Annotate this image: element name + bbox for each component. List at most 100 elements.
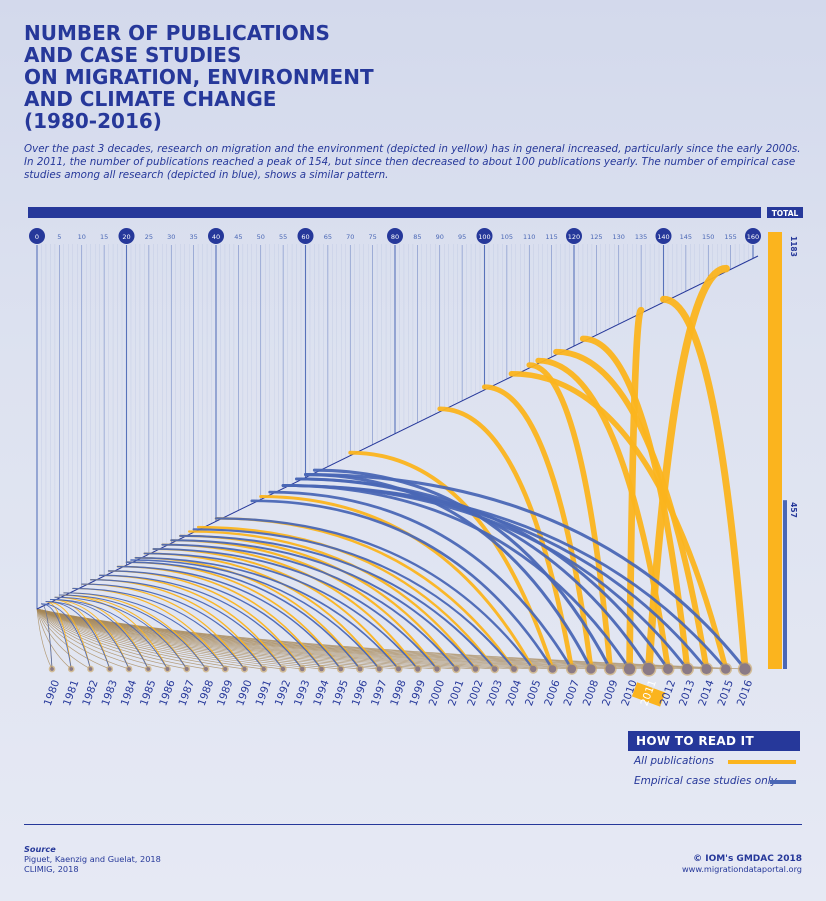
- scale-ticks: 0 5 10 15 20 25 30 35 40 45 50 55 60 65 70 75 80 85 90 95 10…: [29, 228, 761, 244]
- year-dot: [548, 665, 557, 673]
- credit: © IOM's GMDAC 2018 www.migrationdataport…: [682, 854, 802, 874]
- case-study-arc: [143, 552, 419, 670]
- case-study-arc: [170, 539, 477, 670]
- source: Source Piguet, Kaenzig and Guelat, 2018 …: [24, 844, 161, 874]
- case-study-arc: [161, 543, 458, 670]
- subtitle: Over the past 3 decades, research on mig…: [24, 143, 801, 181]
- year-dot: [127, 667, 131, 671]
- publication-arc: [437, 406, 575, 672]
- year-label: 1989: [215, 678, 235, 707]
- origin-link: [36, 608, 91, 670]
- scale-tick-badge: [387, 228, 403, 244]
- scale-tick-label: 85: [413, 233, 421, 241]
- total-panel: TOTAL 1183 457: [767, 207, 803, 669]
- year-dot: [223, 666, 228, 672]
- case-study-arc: [107, 570, 323, 670]
- case-study-arc: [192, 528, 516, 671]
- year-label: 1983: [100, 678, 120, 707]
- scale-tick-label: 95: [458, 233, 466, 241]
- year-dot: [605, 664, 616, 674]
- scale-tick-label: 105: [501, 233, 513, 241]
- year-dot: [376, 666, 382, 672]
- case-study-arc: [41, 603, 72, 670]
- year-dot: [319, 666, 324, 672]
- scale-tick-badge: [476, 228, 493, 244]
- origin-link: [36, 608, 130, 670]
- publication-arc: [579, 335, 691, 673]
- title-line: NUMBER OF PUBLICATIONS: [24, 21, 330, 45]
- scale-tick-label: 5: [57, 233, 61, 241]
- scale-tick-label: 160: [747, 233, 759, 241]
- year-dot: [623, 663, 636, 675]
- year-label: 1998: [388, 678, 408, 707]
- publication-arcs: [41, 264, 749, 673]
- scale-tick-label: 75: [368, 233, 376, 241]
- year-label: 1997: [369, 678, 389, 707]
- origin-link: [36, 608, 476, 670]
- case-study-arc: [214, 517, 535, 671]
- year-dot: [720, 664, 731, 674]
- year-dot: [491, 666, 498, 672]
- legend-swatch-publications: [728, 760, 796, 764]
- year-label: 1981: [61, 678, 81, 707]
- year-label: 1990: [234, 678, 254, 707]
- year-label: 2004: [504, 678, 525, 708]
- legend-title: HOW TO READ IT: [628, 731, 800, 751]
- page-title: NUMBER OF PUBLICATIONS AND CASE STUDIES …: [24, 22, 374, 132]
- year-label: 2001: [446, 678, 466, 707]
- total-value-case-studies: 457: [789, 502, 798, 518]
- source-heading: Source: [24, 844, 56, 854]
- scale-tick-label: 50: [257, 233, 265, 241]
- year-label: 1986: [157, 678, 178, 708]
- scale-tick-label: 145: [680, 233, 692, 241]
- origin-link: [36, 608, 226, 670]
- year-dot: [146, 667, 151, 671]
- case-study-arc: [134, 556, 400, 670]
- scale-tick-label: 0: [35, 233, 39, 241]
- legend-item-publications: All publications: [628, 751, 800, 771]
- year-label: 1991: [254, 678, 274, 707]
- year-dot: [567, 664, 577, 674]
- scale-tick-label: 15: [100, 233, 108, 241]
- scale-tick-label: 30: [167, 233, 175, 241]
- grid-lines: [36, 244, 754, 609]
- year-dot: [204, 667, 208, 671]
- year-label: 1994: [311, 678, 332, 708]
- scale-tick-label: 150: [702, 233, 714, 241]
- year-dot: [472, 666, 479, 672]
- case-study-arc: [303, 473, 593, 671]
- year-label: 2006: [542, 678, 563, 708]
- scale-tick-badge: [566, 228, 582, 244]
- footer-divider: [24, 824, 802, 825]
- year-dot: [453, 666, 459, 672]
- year-label: 1980: [42, 678, 62, 707]
- origin-link: [36, 608, 149, 670]
- year-dot: [586, 664, 596, 674]
- year-label: 2009: [600, 678, 620, 707]
- year-label: 2016: [735, 678, 756, 708]
- total-bar-case-studies: [783, 500, 787, 669]
- year-dot: [300, 666, 305, 672]
- scale-tick-label: 25: [145, 233, 153, 241]
- year-label: 1985: [138, 678, 158, 707]
- year-dots: [48, 661, 753, 677]
- case-study-arc: [281, 484, 728, 671]
- publication-arc: [54, 596, 149, 670]
- case-study-arc: [49, 598, 168, 670]
- year-label: 2003: [485, 678, 505, 707]
- year-dot: [242, 666, 247, 672]
- scale-tick-label: 60: [301, 233, 309, 241]
- year-dot: [415, 666, 421, 672]
- scale-tick-label: 20: [122, 233, 130, 241]
- year-dot: [165, 667, 170, 671]
- year-label: 2000: [427, 678, 447, 707]
- total-header: [767, 207, 803, 218]
- publication-arc: [196, 525, 496, 671]
- scale-tick-label: 45: [234, 233, 242, 241]
- year-label: 2013: [677, 678, 697, 707]
- case-study-arc: [179, 534, 496, 670]
- year-label: 2012: [658, 678, 678, 707]
- year-label: 2008: [581, 678, 601, 707]
- scale-tick-label: 135: [635, 233, 647, 241]
